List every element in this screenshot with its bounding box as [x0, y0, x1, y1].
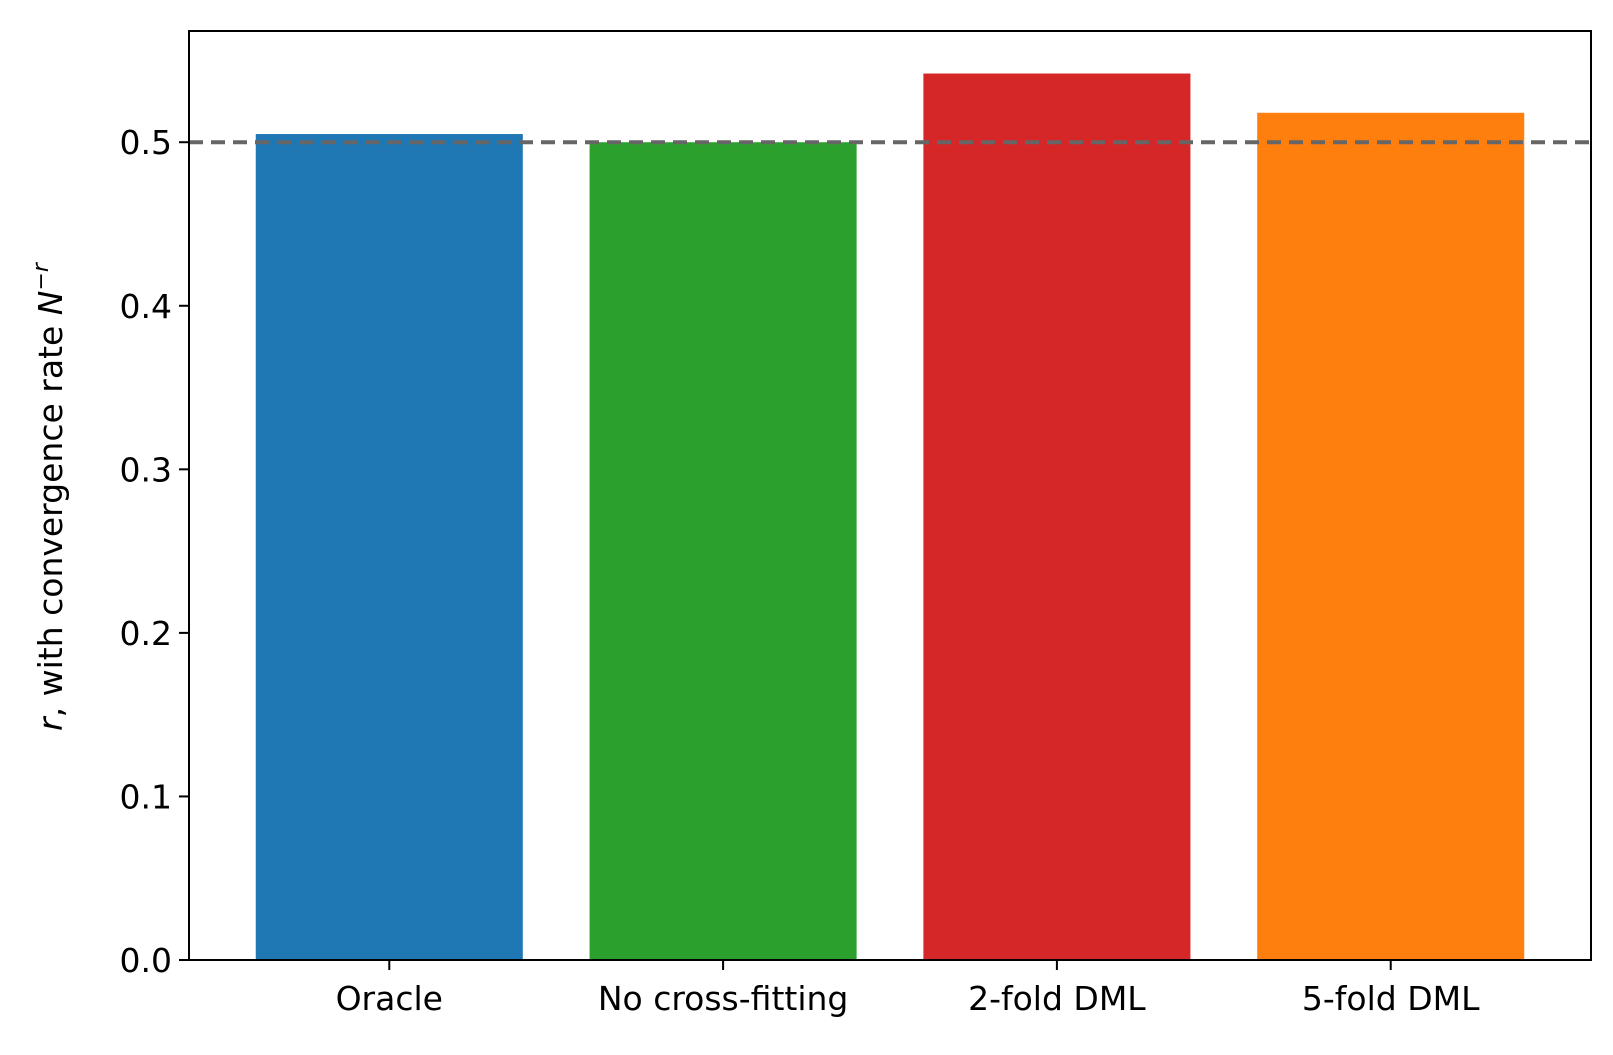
- x-tick-label: 2-fold DML: [968, 979, 1146, 1018]
- bar-5-fold-dml: [1257, 112, 1525, 960]
- x-tick-label: Oracle: [336, 979, 443, 1018]
- y-axis-label-exponent: −r: [29, 261, 54, 290]
- plot-border: [188, 30, 1592, 961]
- x-axis-ticks: Oracle No cross-fitting 2-fold DML 5-fold D…: [336, 960, 1480, 1018]
- x-tick-label: 5-fold DML: [1302, 979, 1480, 1018]
- y-tick-label: 0.5: [120, 123, 172, 162]
- y-tick-label: 0.4: [120, 287, 172, 326]
- y-tick-label: 0.2: [120, 614, 172, 653]
- y-tick-label: 0.1: [120, 777, 172, 816]
- bar-oracle: [255, 134, 523, 960]
- y-tick-label: 0.3: [120, 450, 172, 489]
- y-axis-ticks: 0.0 0.1 0.2 0.3 0.4 0.5: [120, 123, 189, 980]
- y-axis-label: r, with convergence rate N−r: [29, 261, 70, 731]
- bar-no-cross-fitting: [589, 142, 857, 960]
- bars-group: [255, 73, 1525, 960]
- y-tick-label: 0.0: [120, 941, 172, 980]
- x-tick-label: No cross-fitting: [598, 979, 849, 1018]
- y-axis-label-variable: r: [31, 715, 70, 731]
- y-axis-label-text: , with convergence rate: [31, 315, 70, 717]
- bar-2-fold-dml: [923, 73, 1191, 960]
- axes-frame: [188, 30, 1592, 961]
- y-axis-label-base: N: [31, 291, 70, 316]
